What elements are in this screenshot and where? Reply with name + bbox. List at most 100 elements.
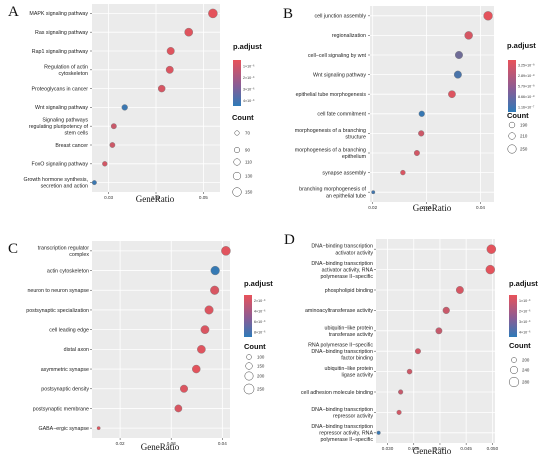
panel-b-point-cell-cell-signaling-by-wnt — [454, 51, 463, 59]
panel-d-point-ubiquitin-like-protein-transferase-activ — [435, 327, 443, 335]
panel-a-colorbar-label: 1×10⁻⁶ — [243, 64, 255, 68]
panel-b-category-label-regionalization: regionalization — [332, 33, 366, 39]
panel-b-point-morphogenesis-of-a-branching-epithelium — [413, 150, 420, 156]
panel-a-size-legend-circle — [234, 130, 240, 136]
panel-a: A MAPK signaling pathway Ras signaling pat… — [8, 4, 262, 204]
panel-d-colorbar-label: 2×10⁻⁶ — [519, 309, 531, 313]
panel-a-colorbar-label: 3×10⁻⁶ — [243, 87, 255, 91]
panel-b-size-legend-label: 250 — [520, 147, 528, 152]
panel-a-point-regulation-of-actin-cytoskeleton — [165, 65, 174, 74]
panel-c-point-asymmetric-synapse — [192, 364, 201, 374]
panel-d-letter: D — [284, 232, 295, 248]
panel-b-size-legend-circle — [508, 132, 516, 140]
panel-d-point-dna-binding-transcription-activator-acti — [486, 244, 497, 254]
panel-a-category-label-breast-cancer: Breast cancer — [55, 143, 88, 149]
panel-a-category-label-regulation-of-actin-cytoskeleton: Regulation of actin cytoskeleton — [44, 64, 88, 77]
panel-d-point-ubiquitin-like-protein-ligase-activity — [406, 368, 413, 375]
panel-c-category-label-postsynaptic-specialization: postsynaptic specialization — [26, 308, 89, 314]
panel-c-category-label-actin-cytoskeleton: actin cytoskeleton — [47, 268, 89, 274]
panel-b-point-wnt-signaling-pathway — [453, 70, 462, 79]
panel-b-colorbar-label: 3.25×10⁻⁸ — [518, 64, 535, 68]
panel-d-legend-size-title: Count — [509, 341, 531, 350]
panel-c-colorbar-label: 4×10⁻⁶ — [254, 309, 266, 313]
panel-c-size-legend-label: 100 — [257, 355, 265, 360]
panel-b-size-legend-circle — [507, 144, 517, 154]
panel-c-letter: C — [8, 241, 18, 257]
panel-a-size-legend-label: 150 — [245, 190, 253, 195]
panel-c-legend-color-title: p.adjust — [244, 279, 273, 288]
panel-a-point-foxo-signaling-pathway — [102, 161, 108, 167]
panel-d-x-tick-label-0.035: 0.035 — [408, 446, 420, 451]
panel-a-category-label-proteoglycans-in-cancer: Proteoglycans in cancer — [31, 86, 88, 92]
panel-a-size-legend-circle — [233, 146, 241, 154]
panel-d-legend-color-title: p.adjust — [509, 279, 538, 288]
panel-c-size-legend-circle — [244, 371, 254, 381]
panel-d-category-label-phospholipid-binding: phospholipid binding — [325, 288, 373, 294]
panel-d-category-label-dna-binding-transcription-repressor-acti: DNA−binding transcription repressor activ… — [311, 424, 373, 443]
panel-b-category-label-wnt-signaling-pathway: Wnt signaling pathway — [313, 72, 366, 78]
panel-a-size-legend-circle — [233, 158, 241, 166]
panel-c-size-legend-circle — [243, 383, 255, 395]
panel-a-x-tick-label-0.03: 0.03 — [104, 195, 113, 200]
panel-b-colorbar-label: 2.89×10⁻⁸ — [518, 74, 535, 78]
panel-b-plot-area — [370, 6, 494, 202]
panel-d-point-rna-polymerase-ii-specific-dna-binding-t — [414, 348, 421, 355]
panel-d-x-tick-label-0.050: 0.050 — [487, 446, 499, 451]
panel-a-point-rap1-signaling-pathway — [166, 47, 175, 55]
panel-a-point-growth-hormone-synthesis-secretion-and-a — [91, 180, 97, 186]
panel-c-x-tick-label-0.03: 0.03 — [167, 441, 176, 446]
panel-d-colorbar-label: 3×10⁻⁶ — [519, 320, 531, 324]
panel-b-legend-size-title: Count — [507, 111, 529, 120]
panel-c-point-distal-axon — [197, 345, 206, 354]
panel-a-colorbar — [233, 60, 241, 106]
panel-d-size-legend-label: 200 — [522, 358, 530, 363]
panel-d-category-label-dna-binding-transcription-activator-acti: DNA−binding transcription activator activ… — [311, 244, 373, 257]
panel-c-colorbar-label: 6×10⁻⁶ — [254, 320, 266, 324]
panel-c-point-postsynaptic-membrane — [174, 404, 183, 413]
panel-d-category-label-ubiquitin-like-protein-transferase-activ: ubiquitin−like protein transferase activi… — [325, 325, 374, 338]
panel-b-x-axis-label: GeneRatio — [413, 203, 452, 213]
panel-c-size-legend-circle — [245, 362, 253, 370]
panel-b-category-label-epithelial-tube-morphogenesis: epithelial tube morphogenesis — [296, 92, 367, 98]
panel-a-size-legend-circle — [232, 171, 242, 181]
panel-c-category-label-postsynaptic-membrane: postsynaptic membrane — [33, 406, 89, 412]
panel-d-size-legend-label: 280 — [522, 380, 530, 385]
panel-c-category-label-asymmetric-synapse: asymmetric synapse — [41, 367, 89, 373]
panel-c-point-gaba-ergic-synapse — [96, 426, 101, 431]
panel-a-point-signaling-pathways-regulating-pluripoten — [110, 123, 117, 130]
panel-a-colorbar-label: 2×10⁻⁶ — [243, 76, 255, 80]
panel-d-category-label-dna-binding-transcription-activator-acti: DNA−binding transcription activator activ… — [311, 261, 373, 280]
panel-d-point-aminoacyltransferase-activity — [442, 306, 450, 314]
panel-c-point-postsynaptic-density — [180, 384, 188, 393]
panel-d-x-tick-label-0.040: 0.040 — [434, 446, 446, 451]
panel-b-category-label-synapse-assembly: synapse assembly — [322, 170, 366, 176]
panel-b-category-label-cell-junction-assembly: cell junction assembly — [314, 14, 366, 20]
panel-a-category-label-mapk-signaling-pathway: MAPK signaling pathway — [29, 11, 88, 17]
panel-b-point-branching-morphogenesis-of-an-epithelial — [371, 190, 376, 195]
panel-a-size-legend-circle — [232, 187, 242, 197]
panel-b-x-tick-label-0.04: 0.04 — [476, 205, 485, 210]
panel-c-x-tick-label-0.04: 0.04 — [218, 441, 227, 446]
panel-a-size-legend-label: 130 — [245, 174, 253, 179]
panel-d-size-legend-circle — [508, 376, 520, 388]
panel-b-point-cell-junction-assembly — [483, 11, 493, 21]
panel-b-x-tick-label-0.03: 0.03 — [422, 205, 431, 210]
panel-a-category-label-signaling-pathways-regulating-pluripoten: Signaling pathways regulating pluripotenc… — [29, 117, 89, 136]
panel-c-point-actin-cytoskeleton — [210, 265, 220, 276]
panel-a-category-label-rap1-signaling-pathway: Rap1 signaling pathway — [32, 49, 89, 55]
panel-b-category-label-morphogenesis-of-a-branching-epithelium: morphogenesis of a branching epithelium — [295, 148, 367, 161]
panel-a-point-ras-signaling-pathway — [184, 27, 194, 37]
panel-d-colorbar-label: 1×10⁻⁶ — [519, 299, 531, 303]
panel-b-point-epithelial-tube-morphogenesis — [448, 90, 456, 99]
panel-c-point-transcription-regulator-complex — [221, 246, 231, 256]
panel-b-point-regionalization — [464, 31, 473, 40]
panel-c-legend-size-title: Count — [244, 342, 266, 351]
panel-b-category-label-branching-morphogenesis-of-an-epithelial: branching morphogenesis of an epithelial … — [299, 187, 366, 200]
panel-d-x-axis-label: GeneRatio — [413, 446, 452, 456]
panel-c-x-tick-label-0.02: 0.02 — [116, 441, 125, 446]
panel-c-size-legend-circle — [246, 354, 252, 360]
panel-d-x-tick-label-0.030: 0.030 — [382, 446, 394, 451]
